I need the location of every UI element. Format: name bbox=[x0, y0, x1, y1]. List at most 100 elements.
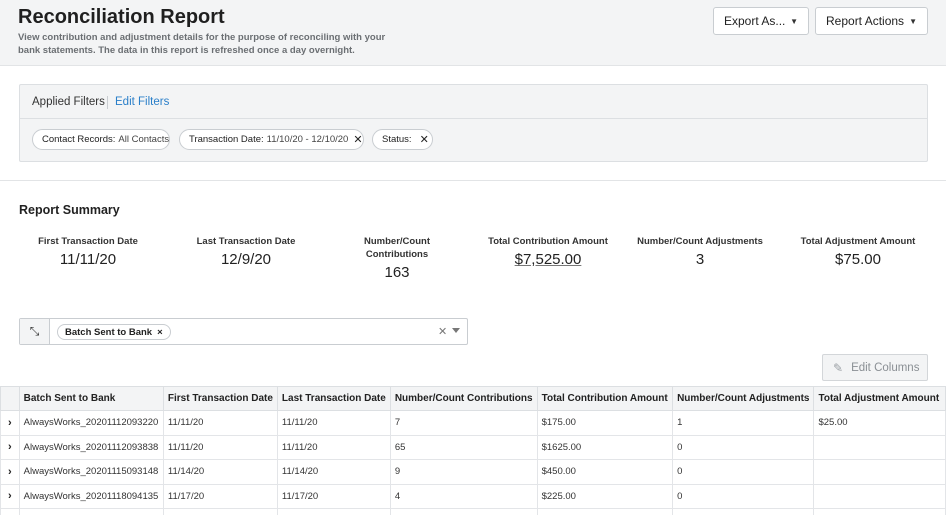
divider bbox=[107, 96, 108, 109]
column-header[interactable]: Number/Count Adjustments bbox=[672, 386, 815, 411]
remove-filter-icon[interactable]: ✕ bbox=[353, 134, 363, 146]
chevron-down-icon[interactable] bbox=[452, 328, 460, 333]
metric-label: Number/Count Contributions bbox=[364, 236, 430, 260]
edit-columns-label: Edit Columns bbox=[851, 361, 920, 374]
metric-value: 12/9/20 bbox=[220, 251, 272, 268]
report-actions-button[interactable]: Report Actions ▼ bbox=[815, 7, 928, 35]
chip-value: 11/10/20 - 12/10/20 bbox=[266, 134, 349, 145]
table-cell: 11/11/20 bbox=[276, 434, 391, 460]
report-summary-title: Report Summary bbox=[19, 203, 120, 217]
filter-chip-transaction-date[interactable]: Transaction Date: 11/10/20 - 12/10/20 ✕ bbox=[179, 129, 364, 150]
column-header[interactable]: Number/Count Contributions bbox=[389, 386, 538, 411]
filters-header: Applied Filters Edit Filters bbox=[20, 85, 927, 119]
clear-icon[interactable]: ✕ bbox=[438, 326, 448, 338]
metric-count-adjustments: Number/Count Adjustments 3 bbox=[630, 235, 770, 268]
expand-row-icon[interactable]: › bbox=[0, 459, 20, 485]
expand-column-header bbox=[0, 386, 20, 411]
metric-value: 163 bbox=[384, 264, 410, 281]
table-cell: AlwaysWorks_20201112093838 bbox=[18, 434, 164, 460]
expand-row-icon[interactable]: › bbox=[0, 483, 20, 509]
chip-key: Contact Records: bbox=[42, 134, 116, 145]
table-cell: 11/11/20 bbox=[162, 434, 278, 460]
table-cell: 4 bbox=[389, 483, 538, 509]
export-as-button[interactable]: Export As... ▼ bbox=[713, 7, 809, 35]
table-row[interactable]: › AlwaysWorks_20201112093220 11/11/20 11… bbox=[0, 410, 946, 436]
metric-last-transaction-date: Last Transaction Date 12/9/20 bbox=[176, 235, 316, 268]
column-header[interactable]: Last Transaction Date bbox=[276, 386, 391, 411]
metric-label: First Transaction Date bbox=[38, 236, 138, 247]
table-cell: AlwaysWorks_20201118094135 bbox=[18, 483, 164, 509]
table-row[interactable]: › AlwaysWorks_20201115093148 11/14/20 11… bbox=[0, 459, 946, 485]
table-cell: $25.00 bbox=[813, 410, 946, 436]
applied-filters-label: Applied Filters bbox=[32, 96, 105, 108]
metric-label: Number/Count Adjustments bbox=[637, 236, 763, 247]
column-header[interactable]: Batch Sent to Bank bbox=[18, 386, 164, 411]
report-table: Batch Sent to Bank First Transaction Dat… bbox=[0, 386, 946, 515]
table-cell: AlwaysWorks_20201115093148 bbox=[18, 459, 164, 485]
table-header-row: Batch Sent to Bank First Transaction Dat… bbox=[0, 386, 946, 411]
table-cell: 1 bbox=[672, 410, 815, 436]
table-cell bbox=[813, 459, 946, 485]
group-by-tag[interactable]: Batch Sent to Bank × bbox=[57, 324, 171, 340]
table-cell: $1625.00 bbox=[536, 434, 674, 460]
table-cell: 11/17/20 bbox=[162, 483, 278, 509]
table-cell: 11/11/20 bbox=[276, 410, 391, 436]
column-header[interactable]: First Transaction Date bbox=[162, 386, 278, 411]
table-row[interactable] bbox=[0, 508, 946, 515]
table-cell: 0 bbox=[672, 483, 815, 509]
page-header: Reconciliation Report View contribution … bbox=[0, 0, 946, 66]
table-row[interactable]: › AlwaysWorks_20201112093838 11/11/20 11… bbox=[0, 434, 946, 460]
table-cell: AlwaysWorks_20201112093220 bbox=[18, 410, 164, 436]
metric-label: Total Adjustment Amount bbox=[800, 236, 916, 247]
group-by-select[interactable]: ⤡ Batch Sent to Bank × ✕ bbox=[19, 318, 468, 345]
metric-first-transaction-date: First Transaction Date 11/11/20 bbox=[18, 235, 158, 268]
report-actions-label: Report Actions bbox=[826, 14, 905, 28]
caret-down-icon: ▼ bbox=[909, 16, 917, 26]
applied-filters-panel: Applied Filters Edit Filters Contact Rec… bbox=[19, 84, 928, 162]
table-cell bbox=[813, 483, 946, 509]
table-cell: 0 bbox=[672, 459, 815, 485]
page-subtitle: View contribution and adjustment details… bbox=[18, 32, 386, 56]
metric-label: Total Contribution Amount bbox=[488, 236, 608, 247]
table-cell: $450.00 bbox=[536, 459, 674, 485]
table-cell: 0 bbox=[672, 434, 815, 460]
filter-chip-contact-records[interactable]: Contact Records: All Contacts bbox=[32, 129, 170, 150]
metric-count-contributions: Number/Count Contributions 163 bbox=[327, 235, 467, 281]
table-cell: 7 bbox=[389, 410, 538, 436]
page-title: Reconciliation Report bbox=[18, 6, 225, 28]
export-as-label: Export As... bbox=[724, 14, 786, 28]
metric-label: Last Transaction Date bbox=[196, 236, 296, 247]
metric-value-link[interactable]: $7,525.00 bbox=[514, 251, 582, 268]
table-cell: 11/11/20 bbox=[162, 410, 278, 436]
table-cell: $175.00 bbox=[536, 410, 674, 436]
table-cell: 9 bbox=[389, 459, 538, 485]
table-cell: 11/17/20 bbox=[276, 483, 391, 509]
metric-value: 3 bbox=[695, 251, 705, 268]
pencil-icon: ✎ bbox=[833, 360, 844, 375]
column-header[interactable]: Total Contribution Amount bbox=[536, 386, 674, 411]
remove-filter-icon[interactable]: ✕ bbox=[419, 134, 429, 146]
chip-key: Transaction Date: bbox=[189, 134, 264, 145]
chip-key: Status: bbox=[382, 134, 412, 145]
filter-chip-status[interactable]: Status: ✕ bbox=[372, 129, 433, 150]
chip-value: All Contacts bbox=[118, 134, 170, 145]
table-cell: 11/14/20 bbox=[162, 459, 278, 485]
metric-value: $75.00 bbox=[835, 251, 881, 268]
remove-tag-icon[interactable]: × bbox=[157, 326, 163, 338]
table-cell: 65 bbox=[389, 434, 538, 460]
section-divider bbox=[0, 180, 946, 181]
column-header[interactable]: Total Adjustment Amount bbox=[813, 386, 946, 411]
edit-filters-link[interactable]: Edit Filters bbox=[115, 96, 170, 108]
table-cell: 11/14/20 bbox=[276, 459, 391, 485]
metric-total-adjustment-amount: Total Adjustment Amount $75.00 bbox=[788, 235, 928, 268]
collapse-icon[interactable]: ⤡ bbox=[20, 319, 50, 344]
expand-row-icon[interactable]: › bbox=[0, 410, 20, 436]
metric-value: 11/11/20 bbox=[59, 251, 117, 268]
metric-total-contribution-amount[interactable]: Total Contribution Amount $7,525.00 bbox=[478, 235, 618, 268]
edit-columns-button[interactable]: ✎ Edit Columns bbox=[822, 354, 928, 381]
group-by-tag-label: Batch Sent to Bank bbox=[65, 326, 153, 338]
caret-down-icon: ▼ bbox=[790, 16, 798, 26]
expand-row-icon[interactable]: › bbox=[0, 434, 20, 460]
table-row[interactable]: › AlwaysWorks_20201118094135 11/17/20 11… bbox=[0, 483, 946, 509]
table-cell bbox=[813, 434, 946, 460]
